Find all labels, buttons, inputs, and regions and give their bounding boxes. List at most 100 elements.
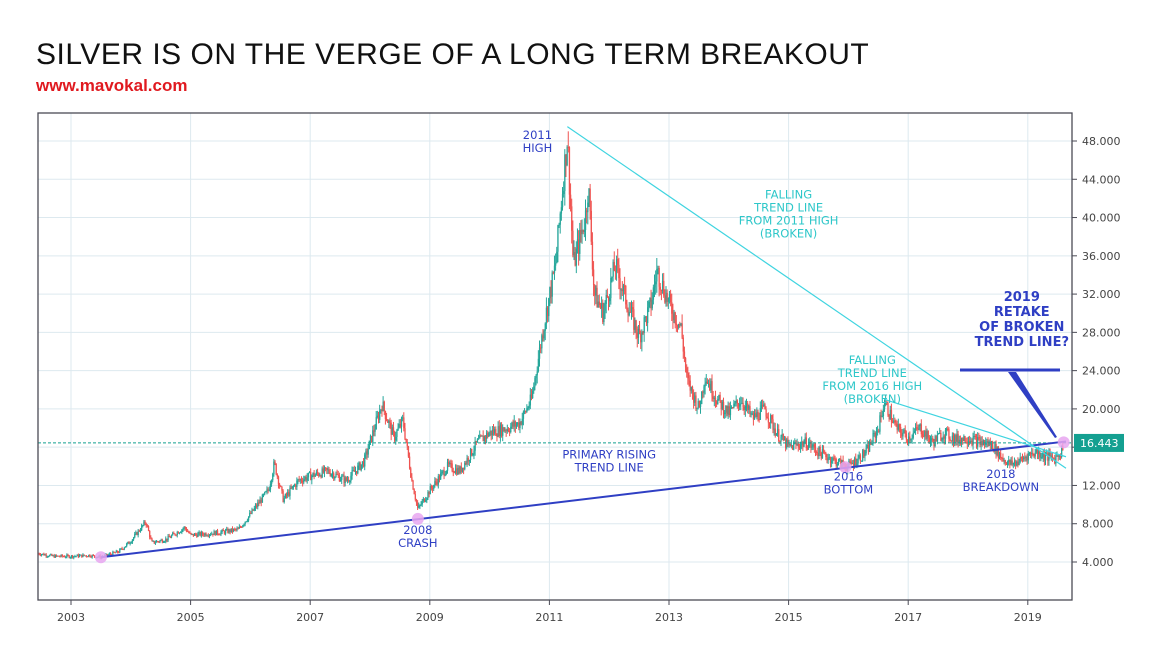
candle: [446, 458, 449, 474]
candle-body: [954, 435, 956, 444]
candle-body: [111, 554, 113, 556]
candle-body: [115, 550, 118, 553]
candle-body: [561, 194, 564, 208]
candle-body: [464, 462, 466, 470]
candle: [371, 435, 373, 443]
candle-body: [707, 383, 710, 385]
candle-body: [683, 351, 686, 358]
candle: [936, 430, 939, 445]
candle-body: [43, 553, 45, 556]
candle: [200, 530, 203, 538]
candle-body: [420, 504, 422, 506]
candle: [214, 530, 216, 536]
candle-body: [488, 433, 490, 437]
candle-body: [565, 154, 567, 166]
candle: [477, 434, 480, 440]
candle: [192, 533, 195, 538]
candle: [284, 493, 287, 499]
candle: [421, 498, 423, 507]
candle-body: [1057, 455, 1059, 457]
candle: [142, 524, 144, 528]
candle: [852, 459, 855, 471]
candle-body: [389, 421, 391, 423]
candle: [159, 539, 161, 544]
candle-body: [196, 534, 198, 537]
candle-body: [250, 512, 252, 514]
candle-body: [935, 436, 937, 442]
candle-body: [188, 531, 190, 533]
candle: [180, 531, 182, 534]
x-tick-label: 2017: [894, 611, 922, 624]
candle: [895, 419, 897, 427]
website-link[interactable]: www.mavokal.com: [36, 76, 188, 95]
candle-body: [604, 303, 606, 311]
candle-body: [499, 424, 502, 437]
candle-body: [573, 252, 575, 256]
candle: [1027, 450, 1029, 464]
candle: [308, 471, 311, 474]
candle: [43, 552, 45, 556]
candle: [855, 453, 857, 467]
candle-body: [601, 302, 603, 309]
y-axis[interactable]: 4.0008.00012.00016.00020.00024.00028.000…: [1072, 135, 1121, 569]
candle-body: [645, 316, 648, 324]
candle: [661, 273, 664, 294]
x-axis[interactable]: 2003 2005 2007 2009 2011 2013 2015 2017 2019: [57, 600, 1042, 624]
candle: [637, 324, 640, 345]
candle-body: [657, 268, 659, 270]
candle-body: [665, 292, 667, 303]
candle-body: [906, 439, 909, 443]
candle-body: [160, 539, 162, 541]
candle: [956, 428, 958, 446]
candle-body: [266, 489, 268, 492]
candle: [670, 289, 672, 307]
candle-body: [423, 498, 426, 502]
candle-body: [958, 439, 960, 443]
candle: [54, 554, 57, 558]
candle-body: [406, 442, 408, 447]
candle: [822, 445, 825, 454]
candle: [791, 445, 794, 450]
candle: [611, 276, 613, 283]
candle-body: [477, 438, 480, 440]
candle-body: [747, 403, 749, 410]
candle-body: [159, 540, 161, 542]
candle: [687, 366, 689, 385]
candle: [959, 435, 962, 446]
candle-body: [408, 456, 411, 469]
candle: [230, 528, 233, 533]
candle-body: [613, 261, 615, 271]
candle: [75, 555, 77, 558]
candle: [681, 314, 683, 340]
candle: [806, 445, 809, 451]
candle-body: [867, 444, 870, 452]
candle-body: [314, 474, 316, 477]
candle-body: [431, 488, 434, 490]
candle-body: [1023, 457, 1025, 460]
candle: [426, 497, 428, 504]
candle-body: [258, 502, 260, 504]
x-tick-label: 2013: [655, 611, 683, 624]
candle-body: [372, 430, 374, 442]
candle: [236, 526, 238, 532]
candle-body: [774, 428, 776, 436]
candle: [699, 400, 702, 414]
candle-body: [267, 489, 269, 491]
2008-crash-marker: [411, 512, 424, 525]
candle-body: [586, 210, 588, 213]
candle: [289, 485, 291, 500]
candle: [866, 439, 868, 449]
candle-body: [580, 230, 582, 235]
candle-body: [1009, 460, 1011, 465]
candle: [569, 183, 572, 212]
candle: [1055, 452, 1057, 467]
candle: [757, 409, 759, 422]
candle: [510, 422, 512, 434]
candle-body: [440, 473, 442, 480]
candle-body: [530, 394, 533, 399]
candle-body: [336, 473, 338, 475]
candle: [575, 241, 578, 274]
candle: [448, 458, 450, 468]
candle: [407, 445, 410, 458]
